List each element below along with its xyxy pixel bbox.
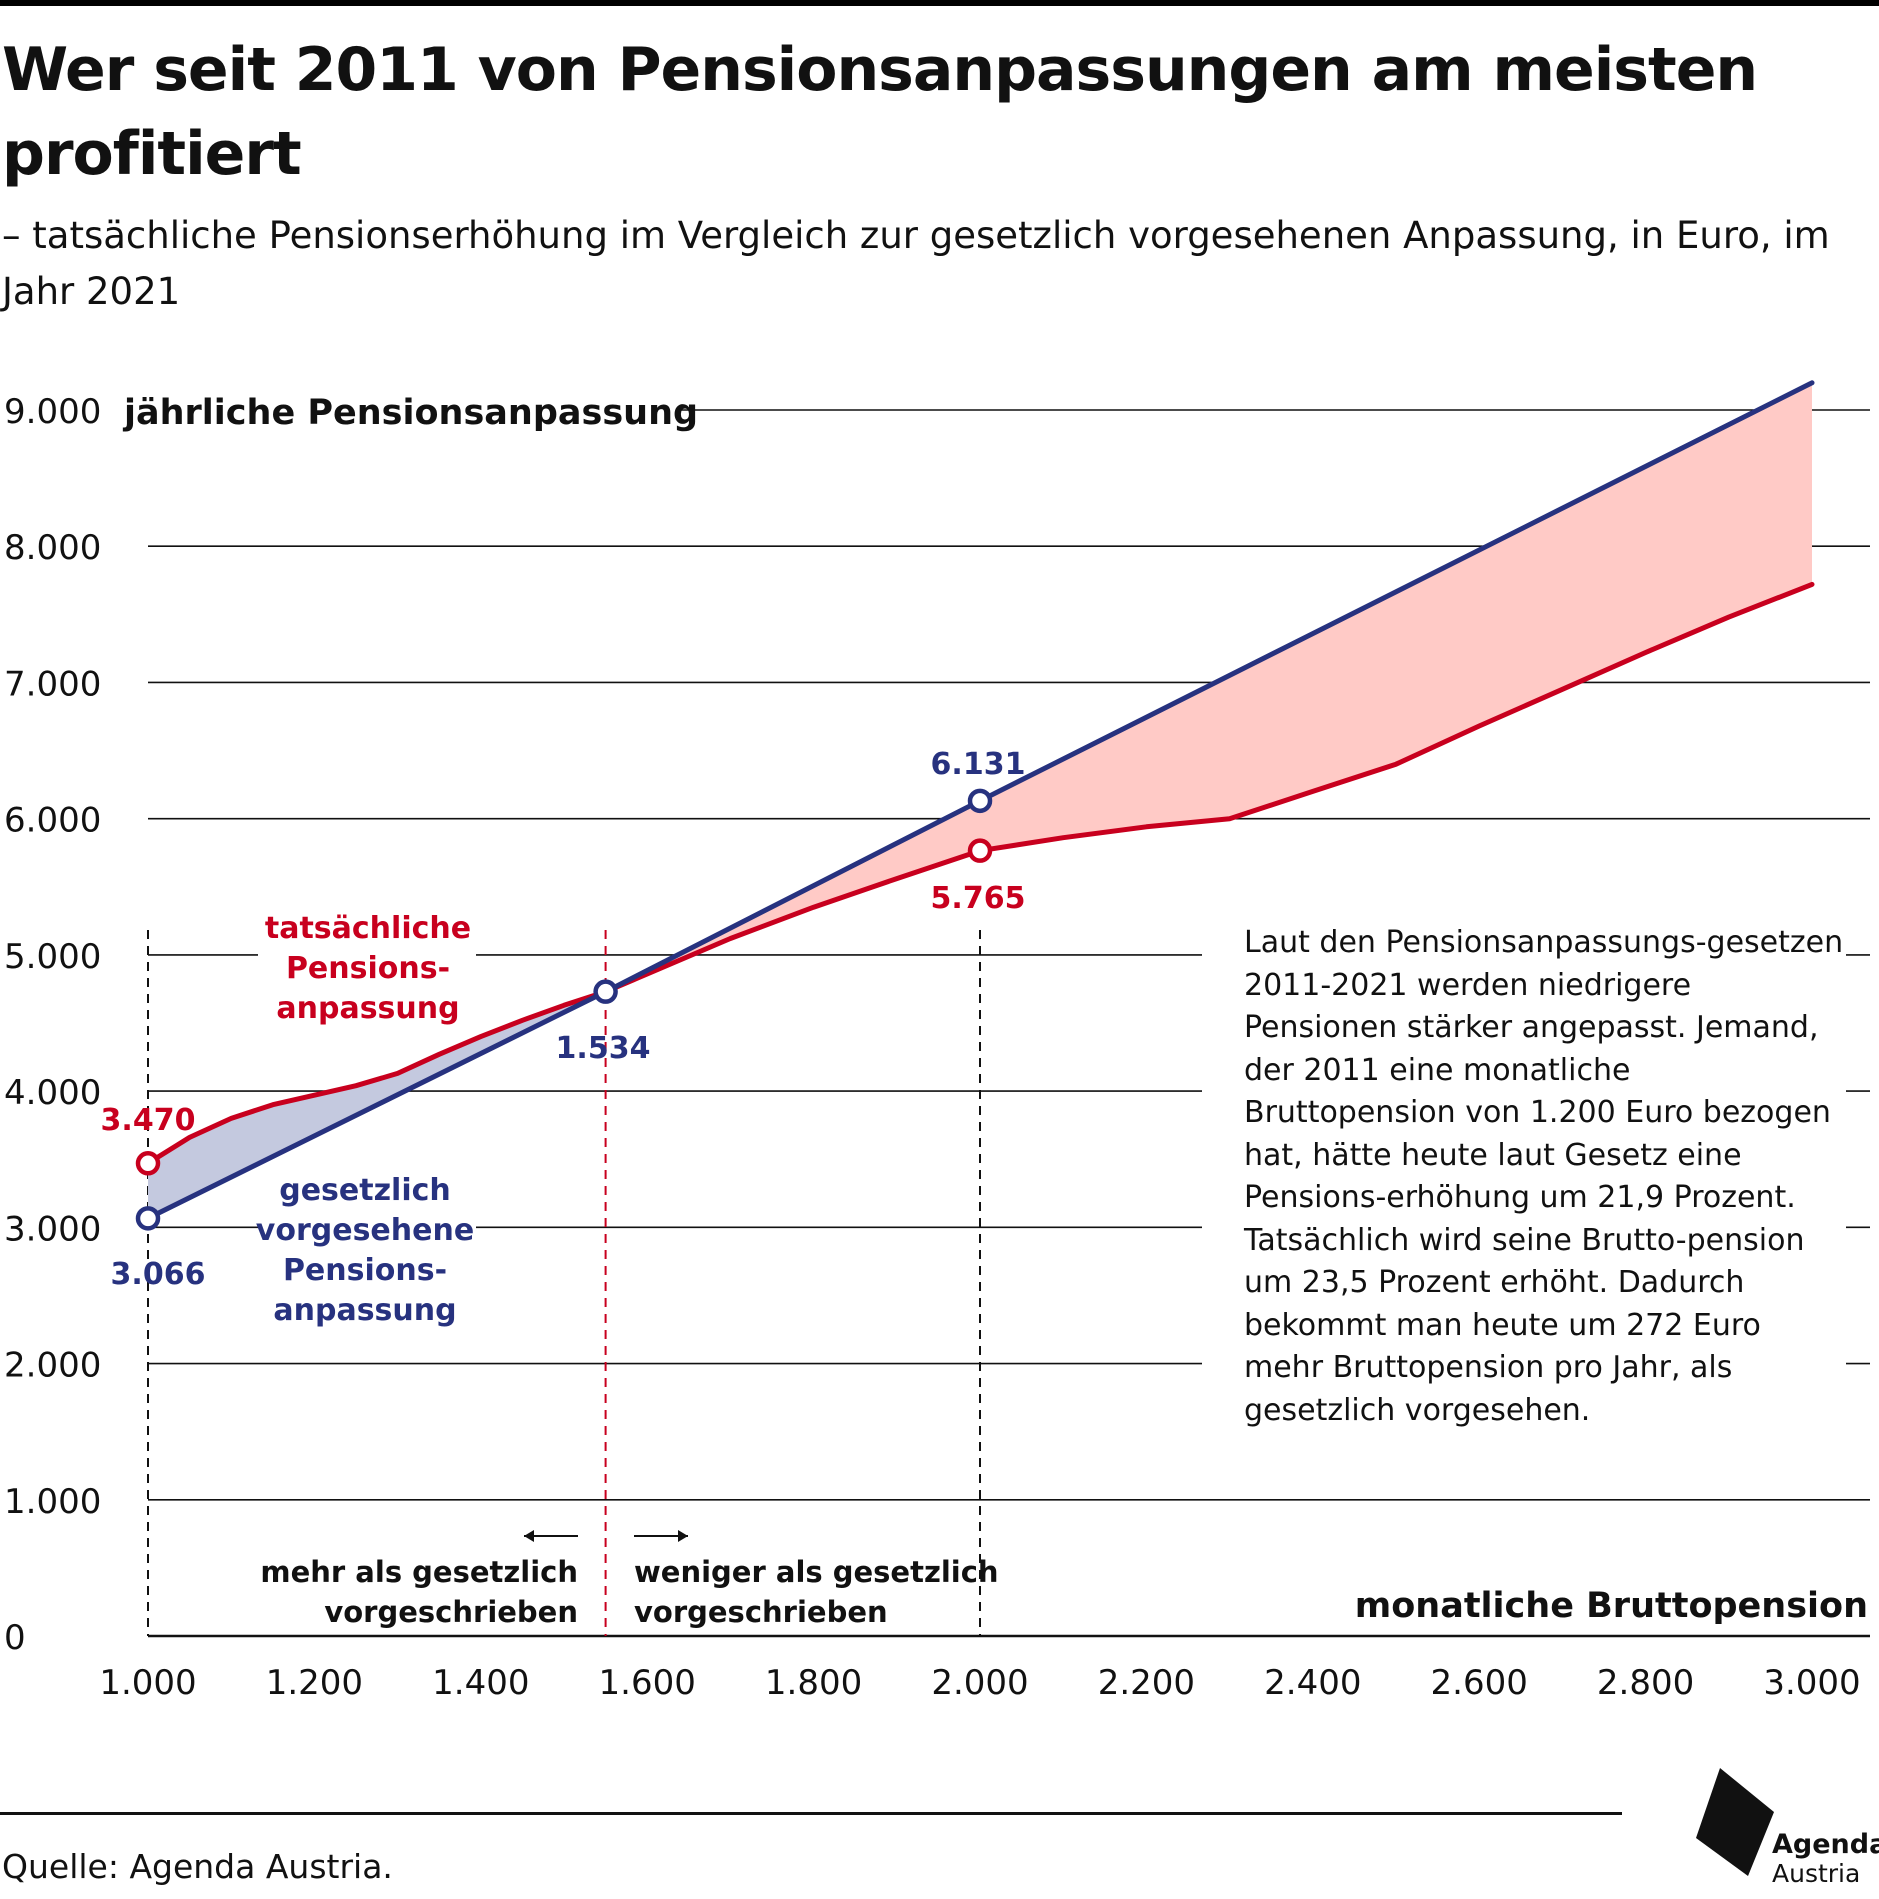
arrow-left-head-icon	[524, 1530, 534, 1542]
y-tick-label: 1.000	[4, 1482, 101, 1522]
top-rule	[0, 0, 1879, 6]
y-tick-label: 4.000	[4, 1073, 101, 1113]
y-tick-label: 0	[4, 1618, 26, 1658]
series-line-legal	[145, 380, 1815, 1221]
x-tick-label: 1.200	[266, 1663, 363, 1703]
region-label-more: vorgeschrieben	[324, 1595, 578, 1629]
x-tick-label: 1.800	[765, 1663, 862, 1703]
logo-text-austria: Austria	[1772, 1859, 1861, 1888]
x-tick-label: 2.600	[1431, 1663, 1528, 1703]
x-tick-label: 1.400	[432, 1663, 529, 1703]
y-tick-label: 5.000	[4, 937, 101, 977]
data-label: 3.066	[111, 1257, 206, 1292]
chart-title: Wer seit 2011 von Pensionsanpassungen am…	[2, 35, 1758, 189]
x-tick-label: 2.200	[1098, 1663, 1195, 1703]
line-layer	[145, 380, 1815, 1221]
marker-point	[593, 979, 618, 1004]
series-label-legal: Pensions-	[283, 1253, 447, 1288]
y-axis-title: jährliche Pensionsanpassung	[122, 393, 698, 433]
chart-subtitle: – tatsächliche Pensionserhöhung im Vergl…	[2, 214, 1830, 313]
marker-point	[967, 788, 993, 814]
series-label-actual: Pensions-	[286, 951, 450, 986]
explanation-note: Laut den Pensionsanpassungs-gesetzen 201…	[1244, 925, 1844, 1428]
marker-layer	[135, 788, 993, 1231]
logo-mark-icon	[1696, 1768, 1774, 1876]
data-label: 5.765	[931, 881, 1026, 916]
marker-point	[135, 1151, 161, 1176]
y-tick-label: 2.000	[4, 1346, 101, 1386]
x-tick-label: 2.400	[1264, 1663, 1361, 1703]
arrow-right-head-icon	[678, 1530, 688, 1542]
region-label-less: weniger als gesetzlich	[634, 1555, 999, 1589]
series-line-actual	[145, 581, 1815, 1166]
series-label-legal: gesetzlich	[279, 1173, 451, 1208]
y-tick-label: 3.000	[4, 1209, 101, 1249]
x-tick-label: 2.800	[1597, 1663, 1694, 1703]
marker-point	[135, 1206, 161, 1231]
source-text: Quelle: Agenda Austria.	[2, 1847, 393, 1886]
y-tick-label: 9.000	[4, 392, 101, 432]
chart: 0 1.000 2.000 3.000 4.000 5.000 6.000 7.000 8.00…	[4, 380, 1870, 1703]
series-label-actual: tatsächliche	[265, 911, 471, 946]
x-tick-label: 2.000	[931, 1663, 1028, 1703]
logo-text-agenda: Agenda	[1772, 1829, 1879, 1860]
label-layer: 0 1.000 2.000 3.000 4.000 5.000 6.000 7.000 8.00…	[4, 392, 1868, 1703]
series-label-actual: anpassung	[276, 991, 459, 1026]
x-tick-label: 1.600	[599, 1663, 696, 1703]
data-label: 3.470	[101, 1103, 196, 1138]
region-label-more: mehr als gesetzlich	[260, 1555, 578, 1589]
x-tick-label: 1.000	[99, 1663, 196, 1703]
reference-lines	[147, 930, 981, 1636]
series-label-legal: anpassung	[273, 1293, 456, 1328]
data-label: 6.131	[931, 747, 1026, 782]
x-tick-label: 3.000	[1763, 1663, 1860, 1703]
region-label-less: vorgeschrieben	[634, 1595, 888, 1629]
agenda-austria-logo: Agenda Austria	[1696, 1768, 1879, 1899]
series-label-legal: vorgesehene	[256, 1213, 474, 1248]
x-axis-title: monatliche Bruttopension	[1355, 1586, 1868, 1626]
bottom-rule	[0, 1812, 1622, 1815]
y-tick-label: 6.000	[4, 801, 101, 841]
y-tick-label: 7.000	[4, 664, 101, 704]
y-tick-label: 8.000	[4, 528, 101, 568]
data-label: 1.534	[556, 1031, 651, 1066]
marker-point	[967, 838, 993, 863]
